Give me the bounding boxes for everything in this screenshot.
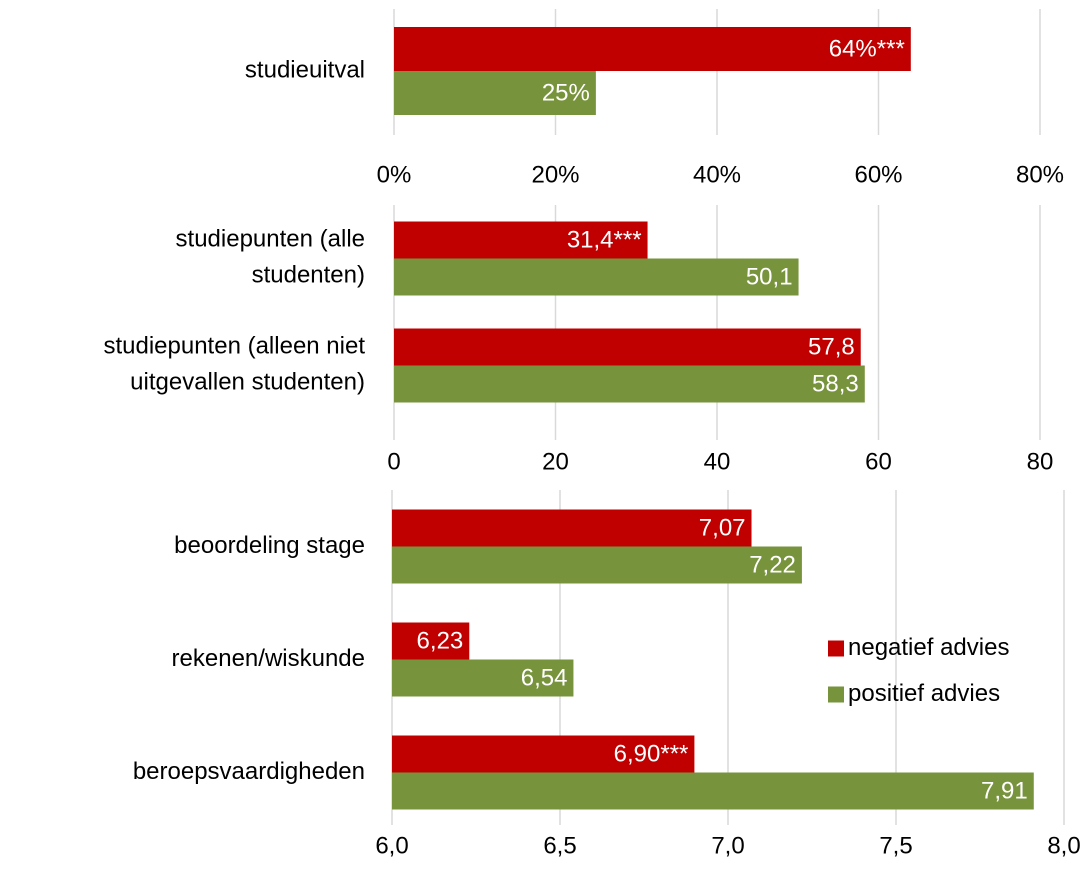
x-tick-label: 80%: [1016, 161, 1064, 188]
value-label: 7,22: [749, 551, 796, 578]
value-label: 6,90***: [614, 740, 689, 767]
category-label: rekenen/wiskunde: [172, 645, 365, 672]
category-label: beoordeling stage: [174, 532, 365, 559]
value-label: 6,23: [417, 627, 464, 654]
value-label: 31,4***: [567, 226, 642, 253]
value-label: 7,07: [699, 514, 746, 541]
x-tick-label: 60%: [854, 161, 902, 188]
value-label: 64%***: [829, 35, 905, 62]
category-label: beroepsvaardigheden: [133, 758, 365, 785]
bar: [392, 772, 1034, 810]
legend-swatch: [828, 640, 844, 657]
value-label: 6,54: [521, 664, 568, 691]
category-label-line: uitgevallen studenten): [130, 369, 365, 396]
legend-label: negatief advies: [848, 634, 1009, 661]
category-label-line: studiepunten (alle: [176, 226, 365, 253]
x-tick-label: 7,0: [711, 832, 744, 859]
bar: [394, 258, 799, 296]
x-tick-label: 20%: [531, 161, 579, 188]
x-tick-label: 60: [865, 448, 892, 475]
x-tick-label: 20: [542, 448, 569, 475]
x-tick-label: 0: [387, 448, 400, 475]
value-label: 50,1: [746, 263, 793, 290]
x-tick-label: 40: [704, 448, 731, 475]
category-label: studieuitval: [245, 56, 365, 83]
legend-label: positief advies: [848, 680, 1000, 707]
x-tick-label: 8,0: [1047, 832, 1080, 859]
legend-swatch: [828, 686, 844, 703]
category-label: studiepunten (alleen niet uitgevallen stu…: [103, 333, 365, 396]
bar: [392, 622, 470, 660]
bar: [394, 221, 648, 259]
category-label: studiepunten (alle studenten): [176, 226, 365, 289]
bar: [392, 659, 574, 697]
value-label: 57,8: [808, 333, 855, 360]
category-label-line: studiepunten (alleen niet: [103, 333, 365, 360]
value-label: 25%: [542, 79, 590, 106]
category-label-line: studenten): [252, 262, 365, 289]
bar: [394, 328, 861, 366]
x-tick-label: 6,0: [375, 832, 408, 859]
bar: [392, 509, 752, 547]
bar: [392, 546, 802, 584]
value-label: 58,3: [812, 370, 859, 397]
bar: [394, 27, 911, 71]
value-label: 7,91: [981, 777, 1028, 804]
x-tick-label: 7,5: [879, 832, 912, 859]
bar: [394, 365, 865, 403]
x-tick-label: 40%: [693, 161, 741, 188]
bar: [392, 735, 695, 773]
x-tick-label: 80: [1027, 448, 1054, 475]
bar: [394, 71, 596, 115]
x-tick-label: 0%: [377, 161, 412, 188]
x-tick-label: 6,5: [543, 832, 576, 859]
